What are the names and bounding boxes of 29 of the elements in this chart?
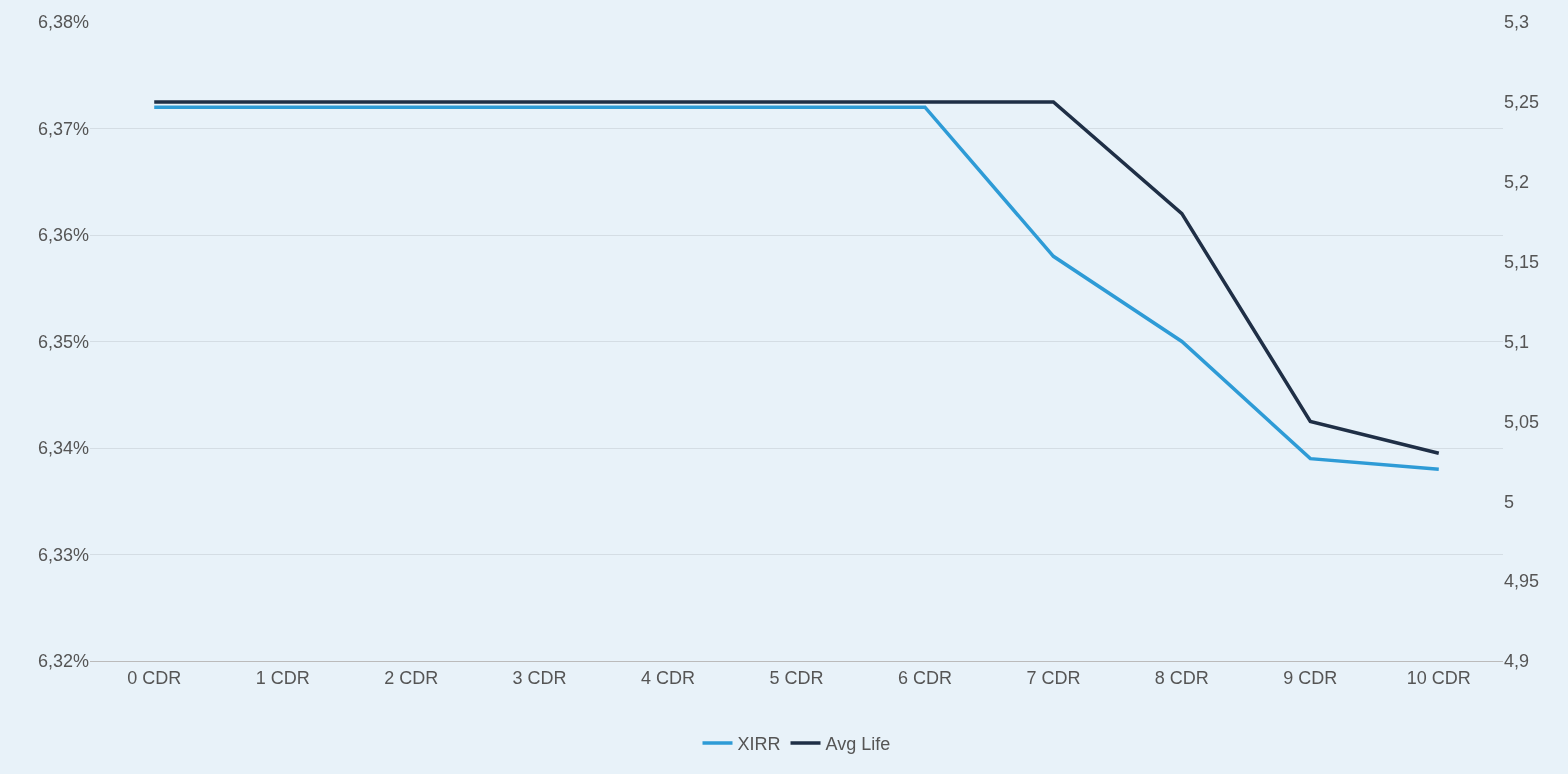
y-tick-label: 6,36% bbox=[37, 225, 89, 246]
y-tick-label: 6,34% bbox=[37, 438, 89, 459]
y-tick-label: 6,32% bbox=[37, 651, 89, 672]
y2-tick-label: 5,3 bbox=[1504, 12, 1530, 33]
y-tick-label: 6,38% bbox=[37, 12, 89, 33]
y2-tick-label: 5,1 bbox=[1504, 331, 1530, 352]
x-tick-label: 3 CDR bbox=[512, 667, 567, 688]
x-tick-label: 0 CDR bbox=[127, 667, 182, 688]
y2-tick-label: 5,25 bbox=[1504, 92, 1540, 113]
y-tick-label: 6,37% bbox=[37, 118, 89, 139]
x-tick-label: 8 CDR bbox=[1154, 667, 1209, 688]
x-tick-label: 9 CDR bbox=[1283, 667, 1338, 688]
y-tick-label: 6,33% bbox=[37, 544, 89, 565]
y2-tick-label: 5,2 bbox=[1504, 172, 1530, 193]
x-tick-label: 7 CDR bbox=[1026, 667, 1081, 688]
x-tick-label: 6 CDR bbox=[897, 667, 952, 688]
x-tick-label: 10 CDR bbox=[1406, 667, 1471, 688]
x-tick-label: 2 CDR bbox=[384, 667, 439, 688]
y2-tick-label: 4,95 bbox=[1504, 571, 1540, 592]
x-tick-label: 5 CDR bbox=[769, 667, 824, 688]
y-tick-label: 6,35% bbox=[37, 331, 89, 352]
legend-label: Avg Life bbox=[825, 734, 891, 755]
x-tick-label: 4 CDR bbox=[641, 667, 696, 688]
y2-tick-label: 5,15 bbox=[1504, 251, 1540, 272]
x-tick-label: 1 CDR bbox=[255, 667, 310, 688]
legend-label: XIRR bbox=[737, 734, 781, 755]
y2-tick-label: 5 bbox=[1504, 491, 1515, 512]
y2-tick-label: 5,05 bbox=[1504, 411, 1540, 432]
y2-tick-label: 4,9 bbox=[1504, 651, 1530, 672]
